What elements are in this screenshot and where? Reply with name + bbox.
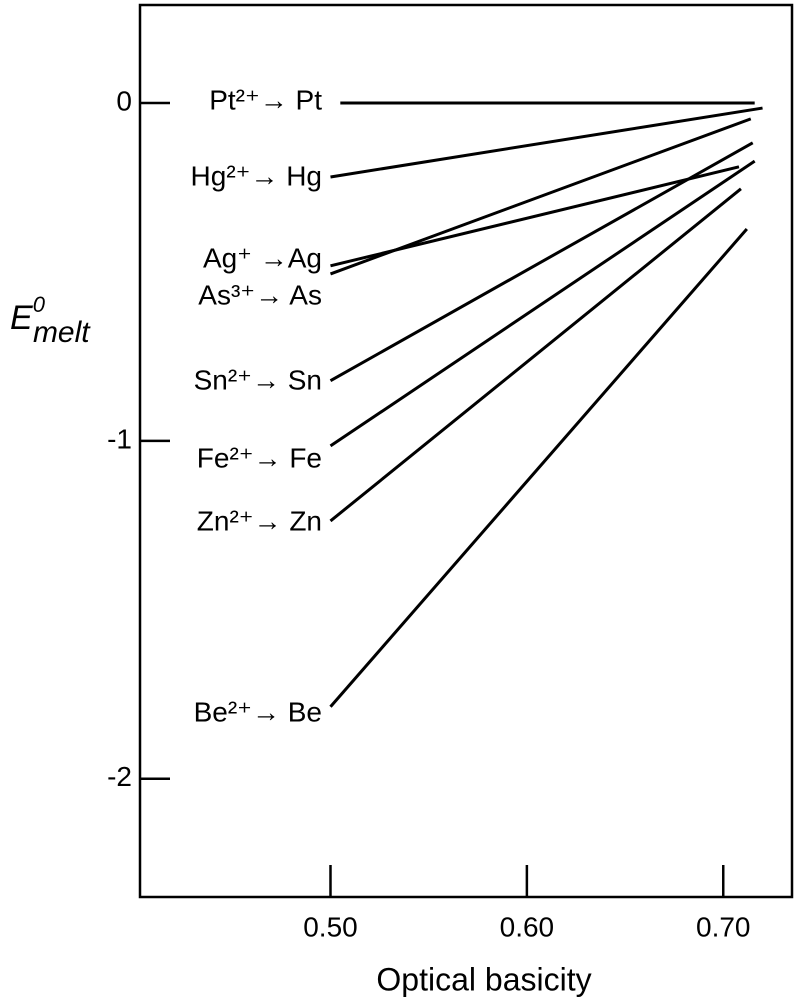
x-tick-label: 0.50 <box>303 911 358 942</box>
series-label: Hg²⁺→ Hg <box>191 160 322 191</box>
x-axis-label: Optical basicity <box>376 961 591 997</box>
series-label: Sn²⁺→ Sn <box>194 364 322 395</box>
series-label: As³⁺→ As <box>198 279 322 310</box>
plot-frame <box>138 3 794 899</box>
series-label: Ag⁺ →Ag <box>203 242 322 273</box>
y-label-sub: melt <box>33 316 91 349</box>
series-line <box>329 187 742 523</box>
series-line <box>329 141 754 383</box>
x-tick-label: 0.60 <box>500 911 555 942</box>
y-tick-label: -2 <box>107 761 132 792</box>
series-line <box>329 117 752 276</box>
series-label: Be²⁺→ Be <box>194 696 322 727</box>
x-tick-label: 0.70 <box>696 911 751 942</box>
y-label-main: E <box>10 299 33 337</box>
y-tick-label: 0 <box>116 85 132 116</box>
y-axis-label: E0 melt <box>10 292 91 349</box>
series-line <box>329 228 748 708</box>
series-label: Pt²⁺→ Pt <box>209 84 322 115</box>
series-line <box>330 106 763 179</box>
y-tick-label: -1 <box>107 423 132 454</box>
series-label: Fe²⁺→ Fe <box>197 442 322 473</box>
series-line <box>329 159 756 448</box>
y-label-sup: 0 <box>33 292 46 317</box>
series-label: Zn²⁺→ Zn <box>197 505 322 536</box>
